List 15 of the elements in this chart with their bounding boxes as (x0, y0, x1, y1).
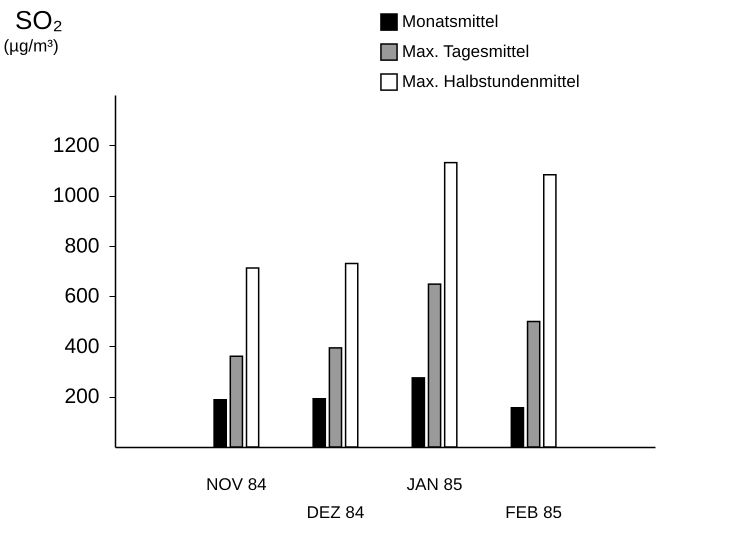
x-tick-label: JAN 85 (406, 475, 462, 494)
legend-label: Max. Halbstundenmittel (402, 72, 580, 91)
y-tick-label: 800 (64, 234, 100, 258)
y-tick-label: 600 (64, 284, 100, 308)
y-axis-title: (µg/m³) (4, 36, 59, 56)
legend-label: Monatsmittel (402, 12, 498, 31)
y-tick-label: 1000 (52, 184, 100, 208)
x-tick-label: NOV 84 (206, 475, 267, 494)
x-tick-label: DEZ 84 (306, 503, 364, 522)
x-tick-label: FEB 85 (505, 503, 562, 522)
y-tick-label: 1200 (52, 134, 100, 157)
y-tick-label: 200 (64, 385, 100, 408)
chart-title: SO₂ (15, 5, 63, 35)
y-tick-label: 400 (64, 334, 100, 358)
legend-label: Max. Tagesmittel (402, 42, 530, 61)
